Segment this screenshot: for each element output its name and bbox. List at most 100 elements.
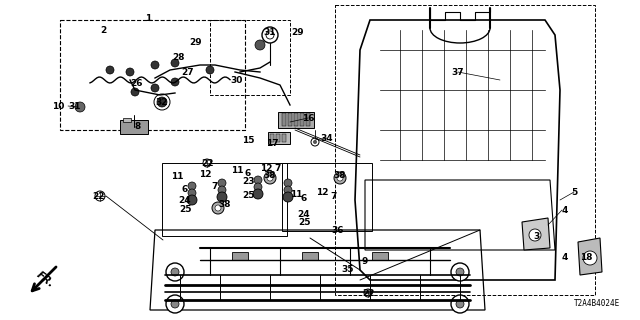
Circle shape	[264, 172, 276, 184]
Text: 28: 28	[172, 52, 184, 61]
Text: 2: 2	[100, 26, 106, 35]
Bar	[268, 132, 290, 144]
Text: 38: 38	[333, 171, 346, 180]
Text: 24: 24	[298, 210, 310, 219]
Circle shape	[451, 263, 469, 281]
Circle shape	[255, 40, 265, 50]
Text: 22: 22	[362, 289, 374, 298]
Bar	[162, 163, 287, 236]
Bar	[306, 113, 310, 126]
Circle shape	[254, 176, 262, 184]
Text: 16: 16	[301, 114, 314, 123]
Text: 15: 15	[242, 135, 254, 145]
Text: 38: 38	[264, 171, 276, 180]
Text: FR.: FR.	[35, 270, 56, 290]
Text: 1: 1	[145, 13, 151, 22]
Circle shape	[218, 186, 226, 194]
Text: 11: 11	[231, 165, 243, 174]
Text: 10: 10	[52, 101, 64, 110]
Bar	[120, 120, 148, 134]
Bar	[288, 113, 292, 126]
Circle shape	[254, 183, 262, 191]
Circle shape	[284, 193, 292, 201]
Circle shape	[126, 68, 134, 76]
Circle shape	[206, 66, 214, 74]
Circle shape	[187, 195, 197, 205]
Circle shape	[166, 263, 184, 281]
Bar	[282, 113, 286, 126]
Text: 36: 36	[332, 226, 344, 235]
Text: 32: 32	[156, 98, 168, 107]
Text: 5: 5	[571, 188, 577, 196]
Text: 11: 11	[171, 172, 183, 180]
Text: 29: 29	[292, 28, 304, 36]
Text: 7: 7	[212, 181, 218, 190]
Text: 22: 22	[92, 191, 104, 201]
Text: 6: 6	[245, 169, 251, 178]
Circle shape	[337, 175, 343, 181]
Text: T2A4B4024E: T2A4B4024E	[573, 299, 620, 308]
Text: 17: 17	[266, 139, 278, 148]
Circle shape	[171, 59, 179, 67]
Bar	[123, 118, 131, 122]
Text: 31: 31	[264, 28, 276, 36]
Polygon shape	[578, 238, 602, 275]
Text: 12: 12	[260, 164, 272, 172]
Text: 25: 25	[298, 218, 310, 227]
Circle shape	[218, 179, 226, 187]
Text: 4: 4	[562, 252, 568, 261]
Circle shape	[188, 189, 196, 197]
Text: 23: 23	[242, 177, 254, 186]
Text: 31: 31	[68, 101, 81, 110]
Text: 3: 3	[533, 231, 539, 241]
Circle shape	[215, 205, 221, 211]
Text: 29: 29	[189, 37, 202, 46]
Bar	[278, 112, 314, 128]
Text: 12: 12	[316, 188, 328, 196]
Circle shape	[188, 196, 196, 204]
Text: 9: 9	[362, 258, 368, 267]
Circle shape	[283, 192, 293, 202]
Text: 6: 6	[301, 194, 307, 203]
Text: 24: 24	[179, 196, 191, 204]
Circle shape	[151, 61, 159, 69]
Circle shape	[171, 300, 179, 308]
Circle shape	[284, 186, 292, 194]
Circle shape	[583, 251, 597, 265]
Text: 7: 7	[331, 191, 337, 201]
Circle shape	[171, 78, 179, 86]
Bar	[276, 134, 280, 142]
Bar	[372, 252, 388, 260]
Bar	[60, 20, 245, 130]
Text: 6: 6	[182, 185, 188, 194]
Bar	[270, 134, 274, 142]
Bar	[282, 134, 286, 142]
Circle shape	[212, 202, 224, 214]
Circle shape	[456, 300, 464, 308]
Circle shape	[95, 191, 105, 201]
Bar	[300, 113, 304, 126]
Circle shape	[106, 66, 114, 74]
Text: 25: 25	[179, 204, 191, 213]
Bar	[210, 20, 290, 95]
Text: 12: 12	[199, 170, 211, 179]
Circle shape	[166, 295, 184, 313]
Circle shape	[267, 175, 273, 181]
Circle shape	[284, 179, 292, 187]
Text: 26: 26	[130, 78, 142, 87]
Bar	[282, 163, 372, 231]
Circle shape	[217, 192, 227, 202]
Bar	[294, 113, 298, 126]
Circle shape	[254, 190, 262, 198]
Circle shape	[334, 172, 346, 184]
Circle shape	[203, 159, 211, 167]
Circle shape	[218, 193, 226, 201]
Text: 27: 27	[182, 68, 195, 76]
Circle shape	[151, 84, 159, 92]
Text: 37: 37	[452, 68, 464, 76]
Circle shape	[131, 88, 139, 96]
Text: 25: 25	[242, 190, 254, 199]
Circle shape	[456, 268, 464, 276]
Circle shape	[157, 97, 167, 107]
Circle shape	[253, 189, 263, 199]
